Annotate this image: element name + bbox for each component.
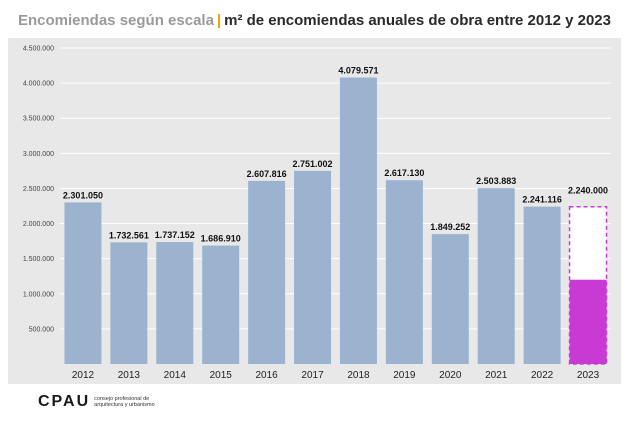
chart-panel: 500.000 1.000.000 1.500.000 2.000.000 2.500.… xyxy=(8,38,621,384)
x-tick-label: 2019 xyxy=(393,370,416,381)
data-label: 2.503.883 xyxy=(476,176,516,186)
data-label: 2.240.000 xyxy=(568,186,608,196)
bar xyxy=(385,180,423,364)
data-label: 2.301.050 xyxy=(63,190,103,200)
bar xyxy=(202,245,240,364)
data-label: 1.732.561 xyxy=(109,230,149,240)
y-tick-label: 2.000.000 xyxy=(23,221,54,228)
y-tick-label: 1.500.000 xyxy=(23,256,54,263)
org-line-1: consejo profesional de xyxy=(94,396,150,402)
y-tick-label: 4.000.000 xyxy=(23,81,54,88)
y-tick-label: 3.000.000 xyxy=(23,151,54,158)
chart-header: Encomiendas según escala | m² de encomiend… xyxy=(18,12,611,29)
x-tick-label: 2016 xyxy=(256,370,279,381)
org-name: consejo profesional de arquitectura y ur… xyxy=(94,396,184,408)
org-line-2: arquitectura y urbanismo xyxy=(94,402,155,408)
bar xyxy=(156,242,194,364)
bar xyxy=(110,242,148,364)
x-tick-label: 2021 xyxy=(485,370,508,381)
data-label: 2.751.002 xyxy=(293,159,333,169)
footer-logo: CPAU consejo profesional de arquitectura… xyxy=(38,393,184,411)
data-label: 1.737.152 xyxy=(155,230,195,240)
y-tick-label: 2.500.000 xyxy=(23,186,54,193)
bar xyxy=(523,206,561,364)
bar xyxy=(431,234,469,364)
header-subject: Encomiendas según escala xyxy=(18,12,214,29)
x-tick-label: 2015 xyxy=(210,370,233,381)
bar xyxy=(294,170,332,364)
bar xyxy=(64,202,102,364)
x-tick-label: 2012 xyxy=(72,370,95,381)
x-tick-label: 2018 xyxy=(347,370,370,381)
x-tick-label: 2013 xyxy=(118,370,141,381)
bar xyxy=(248,180,286,364)
header-title: m² de encomiendas anuales de obra entre … xyxy=(224,12,611,29)
x-tick-label: 2014 xyxy=(164,370,187,381)
data-label: 1.686.910 xyxy=(201,234,241,244)
bar xyxy=(569,279,607,364)
bar xyxy=(339,77,377,364)
x-tick-label: 2017 xyxy=(301,370,324,381)
y-tick-label: 500.000 xyxy=(29,326,54,333)
y-tick-label: 3.500.000 xyxy=(23,116,54,123)
bar xyxy=(477,188,515,364)
data-label: 2.607.816 xyxy=(247,169,287,179)
header-separator: | xyxy=(216,12,222,29)
cpau-logo: CPAU xyxy=(38,393,91,410)
data-label: 4.079.571 xyxy=(338,66,378,76)
y-tick-label: 4.500.000 xyxy=(23,46,54,53)
x-tick-label: 2022 xyxy=(531,370,554,381)
x-tick-label: 2023 xyxy=(577,370,600,381)
data-label: 2.617.130 xyxy=(384,168,424,178)
x-tick-label: 2020 xyxy=(439,370,462,381)
bar-chart: 500.000 1.000.000 1.500.000 2.000.000 2.500.… xyxy=(23,46,611,381)
y-tick-label: 1.000.000 xyxy=(23,291,54,298)
data-label: 2.241.116 xyxy=(522,195,562,205)
data-label: 1.849.252 xyxy=(430,222,470,232)
